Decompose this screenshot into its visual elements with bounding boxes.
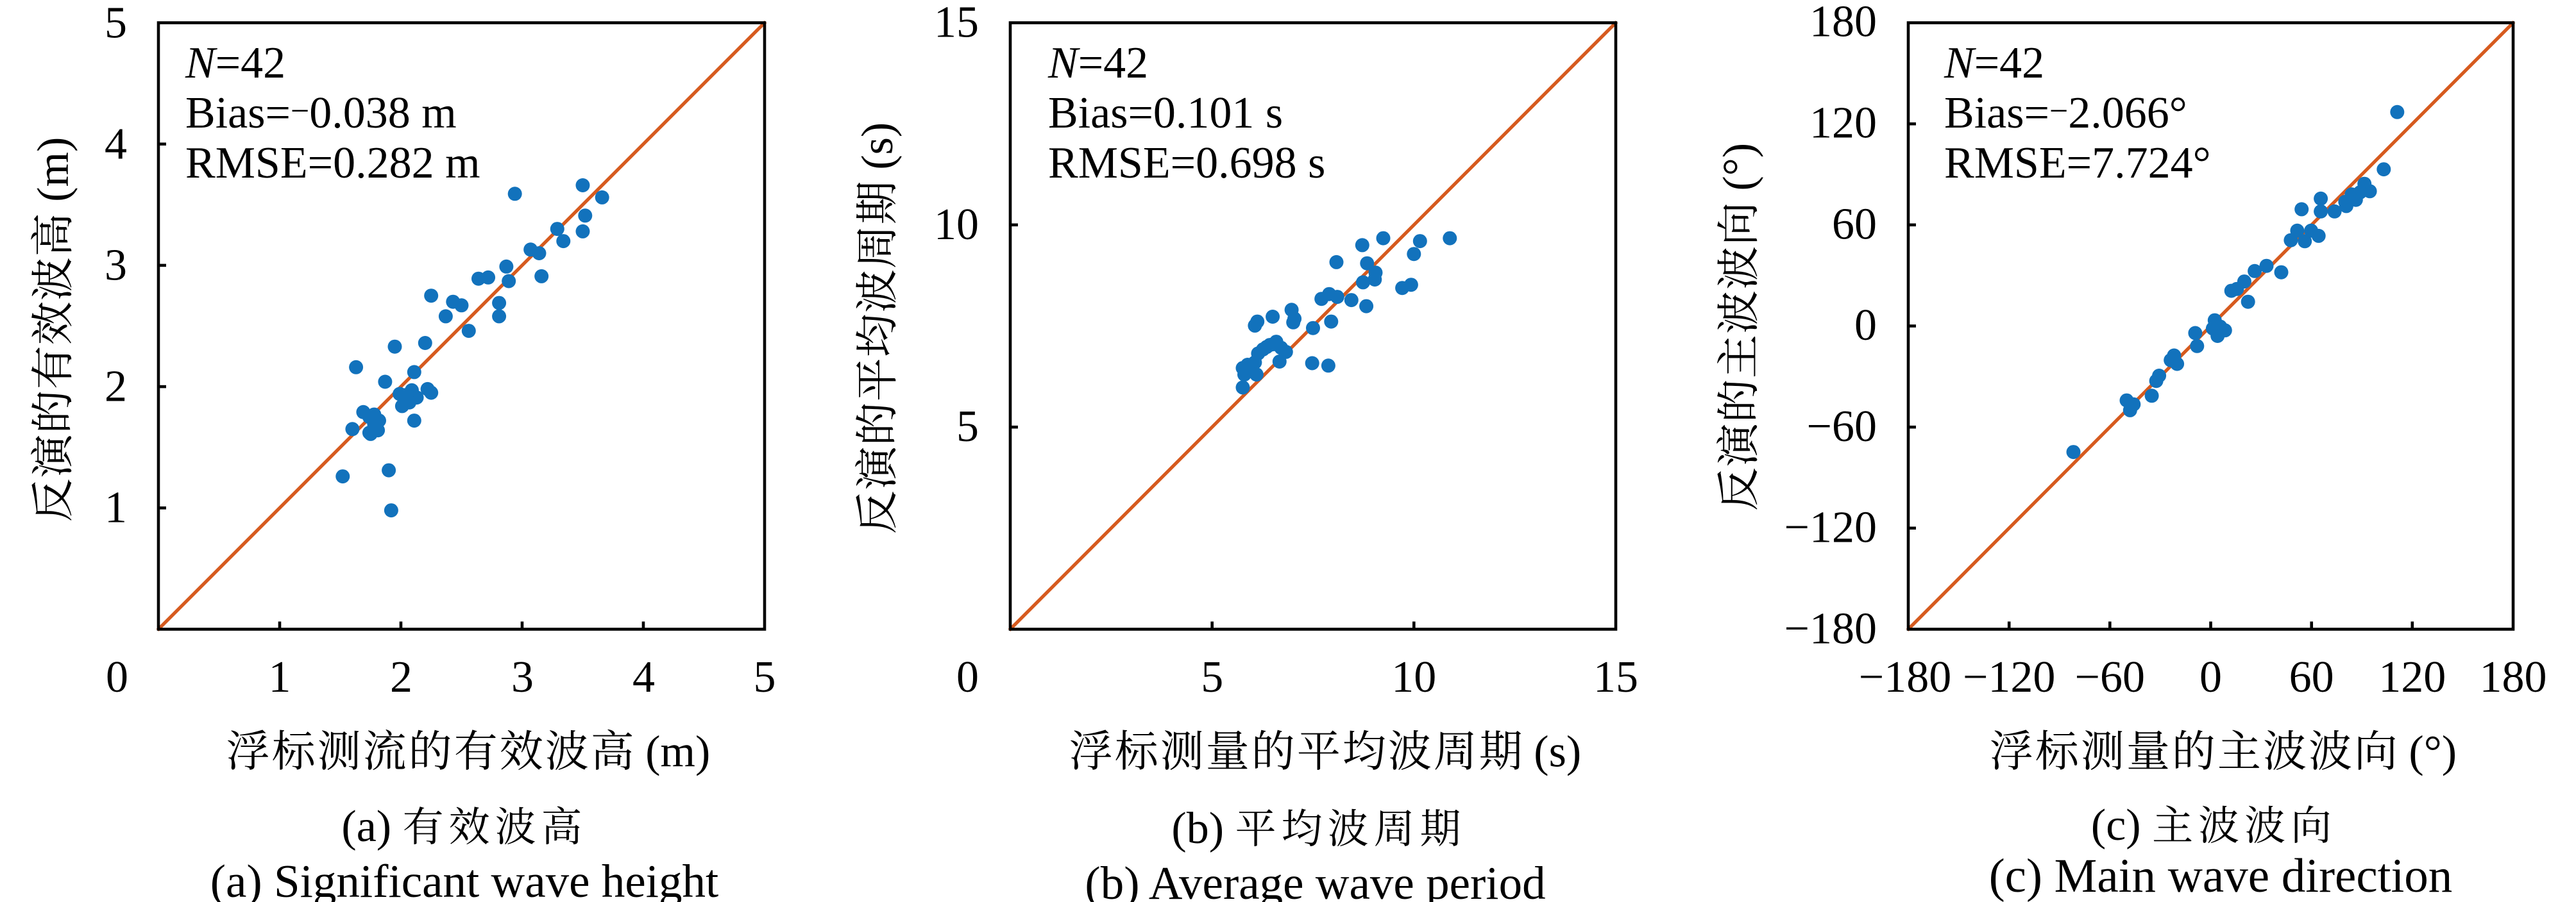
svg-text:RMSE=0.698 s: RMSE=0.698 s <box>1048 138 1325 188</box>
svg-text:0: 0 <box>956 653 979 702</box>
svg-text:180: 180 <box>1809 0 1877 47</box>
svg-text:1: 1 <box>269 653 291 702</box>
svg-text:Bias=−0.038 m: Bias=−0.038 m <box>185 88 457 138</box>
svg-text:(°): (°) <box>2409 728 2457 777</box>
svg-text:180: 180 <box>2480 653 2547 702</box>
svg-text:RMSE=0.282 m: RMSE=0.282 m <box>185 138 480 188</box>
svg-text:0: 0 <box>106 653 128 702</box>
svg-text:(c) Main wave direction: (c) Main wave direction <box>1989 849 2453 902</box>
svg-text:−60: −60 <box>1807 402 1877 451</box>
svg-text:1: 1 <box>105 483 127 533</box>
svg-text:3: 3 <box>511 653 534 702</box>
svg-text:N=42: N=42 <box>1047 38 1148 88</box>
svg-text:60: 60 <box>2289 653 2334 702</box>
svg-text:5: 5 <box>956 402 979 451</box>
svg-text:120: 120 <box>2378 653 2446 702</box>
svg-text:5: 5 <box>105 0 127 48</box>
svg-text:−180: −180 <box>1859 653 1951 702</box>
svg-text:(a): (a) <box>341 802 391 851</box>
svg-text:−120: −120 <box>1963 653 2055 702</box>
svg-text:2: 2 <box>105 362 127 412</box>
svg-text:(°): (°) <box>1715 143 1764 191</box>
svg-text:(c): (c) <box>2091 801 2141 850</box>
svg-text:5: 5 <box>754 653 776 702</box>
svg-text:(b): (b) <box>1171 804 1224 853</box>
svg-text:3: 3 <box>105 241 127 290</box>
svg-text:15: 15 <box>1593 653 1638 702</box>
svg-text:0: 0 <box>2199 653 2222 702</box>
svg-text:Bias=0.101 s: Bias=0.101 s <box>1048 88 1283 138</box>
svg-text:RMSE=7.724°: RMSE=7.724° <box>1944 138 2211 188</box>
svg-text:60: 60 <box>1832 199 1877 249</box>
svg-text:15: 15 <box>934 0 979 47</box>
svg-text:4: 4 <box>105 120 127 169</box>
svg-text:4: 4 <box>632 653 655 702</box>
svg-text:−180: −180 <box>1784 605 1877 654</box>
svg-text:0: 0 <box>1854 301 1877 350</box>
svg-text:(m): (m) <box>29 137 78 202</box>
svg-text:2: 2 <box>390 653 412 702</box>
svg-text:(s): (s) <box>853 122 902 170</box>
svg-text:10: 10 <box>934 200 979 249</box>
svg-text:(b) Average wave period: (b) Average wave period <box>1085 857 1545 902</box>
svg-text:−120: −120 <box>1784 503 1877 553</box>
svg-text:−60: −60 <box>2075 653 2145 702</box>
svg-text:(a) Significant wave height: (a) Significant wave height <box>210 855 719 902</box>
svg-text:5: 5 <box>1201 653 1223 702</box>
svg-text:N=42: N=42 <box>1944 38 2044 88</box>
svg-text:(m): (m) <box>645 728 710 777</box>
svg-text:N=42: N=42 <box>185 38 285 88</box>
svg-text:(s): (s) <box>1534 728 1581 777</box>
svg-text:120: 120 <box>1809 99 1877 148</box>
svg-text:10: 10 <box>1391 653 1436 702</box>
